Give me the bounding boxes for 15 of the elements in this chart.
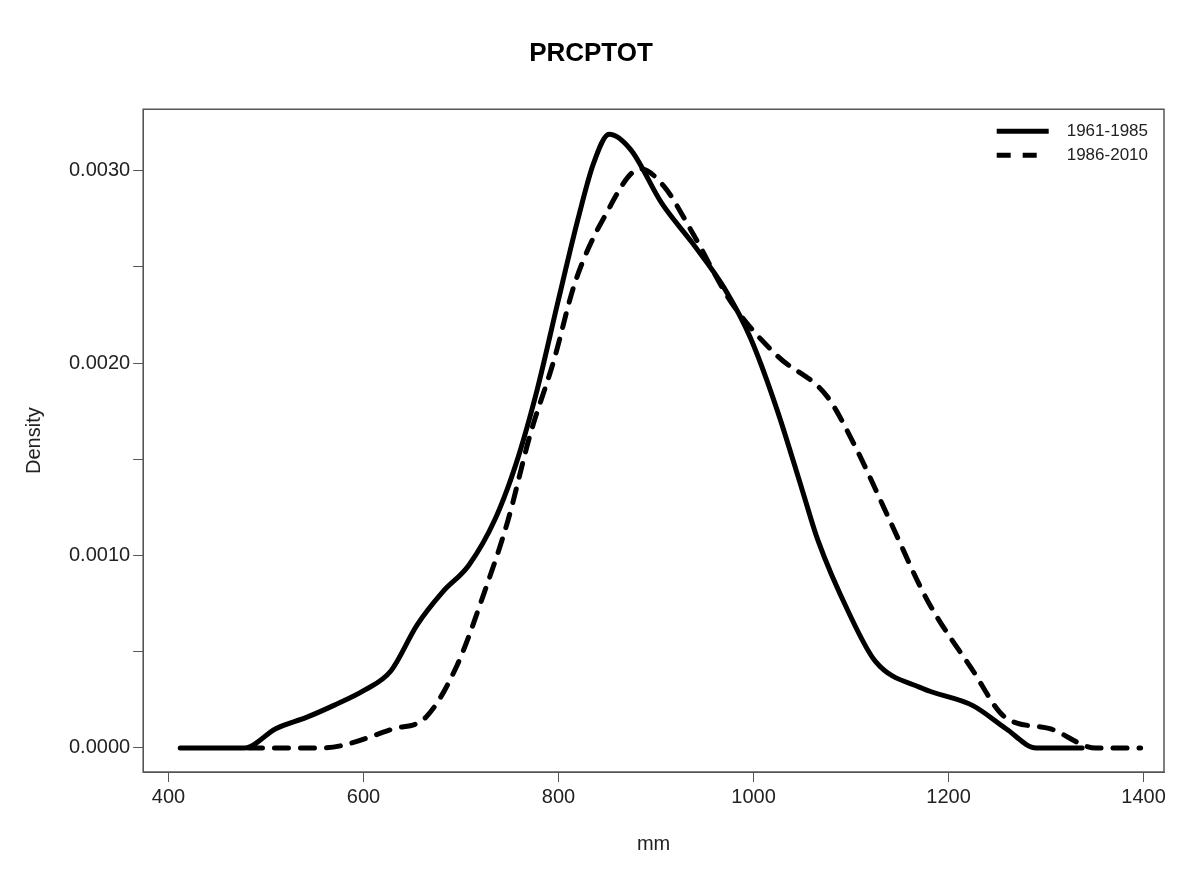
x-tick-label: 600 [346,784,381,807]
x-axis-title: mm [636,831,671,854]
y-tick-label: 0.0010 [69,543,131,566]
chart-title: PRCPTOT [529,36,653,67]
x-tick-label: 800 [541,784,576,807]
y-axis-title: Density [21,407,44,474]
x-tick-label: 1200 [926,784,971,807]
y-tick-label: 0.0020 [69,350,131,373]
legend-label: 1961-1985 [1066,120,1149,140]
legend-label: 1986-2010 [1066,144,1149,164]
x-tick-label: 400 [151,784,186,807]
x-tick-label: 1000 [731,784,776,807]
x-tick-label: 1400 [1121,784,1166,807]
y-tick-label: 0.0000 [69,735,131,758]
y-tick-label: 0.0030 [69,158,131,181]
